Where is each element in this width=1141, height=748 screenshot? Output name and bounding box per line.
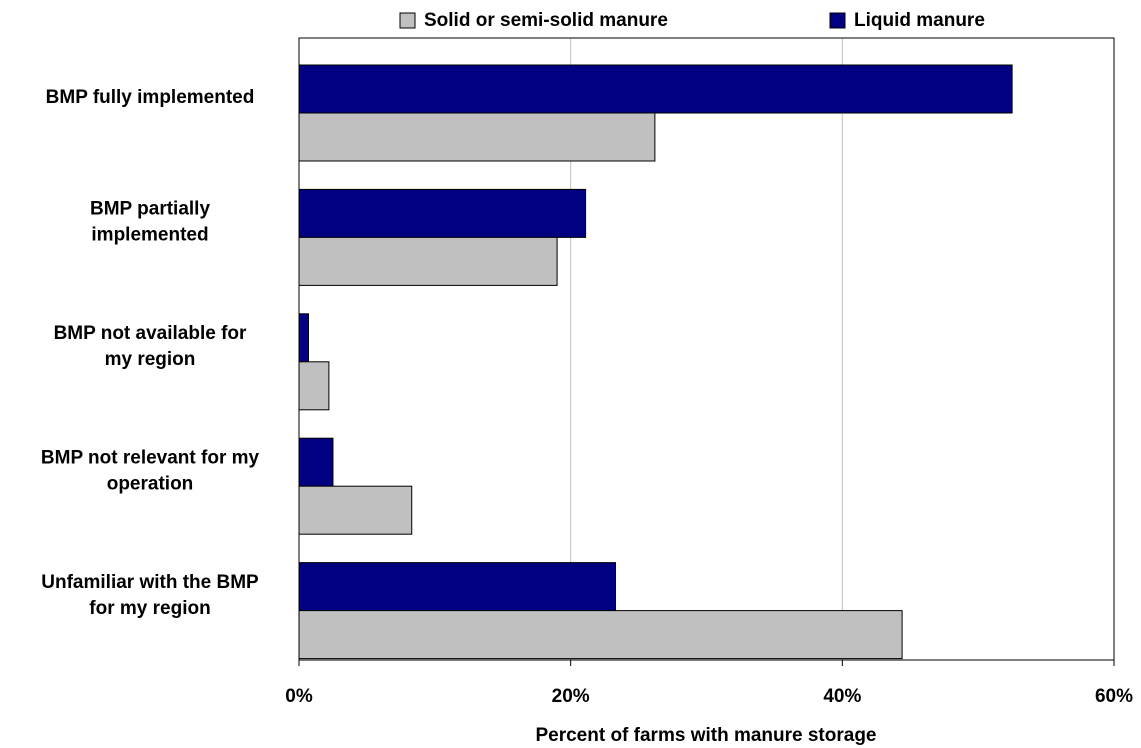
y-tick-label: Unfamiliar with the BMP for my region	[41, 572, 259, 619]
x-tick-label: 0%	[285, 686, 313, 707]
bar	[298, 437, 334, 487]
y-tick-label: BMP not available for my region	[54, 323, 247, 370]
bar	[298, 112, 656, 162]
bar	[298, 485, 413, 535]
x-tick-label: 20%	[552, 686, 590, 707]
bar	[298, 610, 903, 660]
y-tick-label: BMP partially implemented	[90, 199, 210, 246]
bar	[298, 313, 310, 363]
x-tick-label: 60%	[1095, 686, 1133, 707]
legend-swatch	[399, 12, 416, 29]
bar	[298, 562, 616, 612]
y-tick-label: BMP not relevant for my operation	[41, 447, 260, 494]
plot-border	[298, 37, 1115, 661]
bar	[298, 188, 587, 238]
legend-label: Solid or semi-solid manure	[424, 10, 668, 31]
bar	[298, 361, 330, 411]
legend-swatch	[829, 12, 846, 29]
x-axis-label: Percent of farms with manure storage	[535, 725, 876, 746]
bar	[298, 236, 558, 286]
legend-label: Liquid manure	[854, 10, 985, 31]
bar	[298, 64, 1013, 114]
y-tick-label: BMP fully implemented	[46, 87, 255, 108]
x-tick-label: 40%	[823, 686, 861, 707]
